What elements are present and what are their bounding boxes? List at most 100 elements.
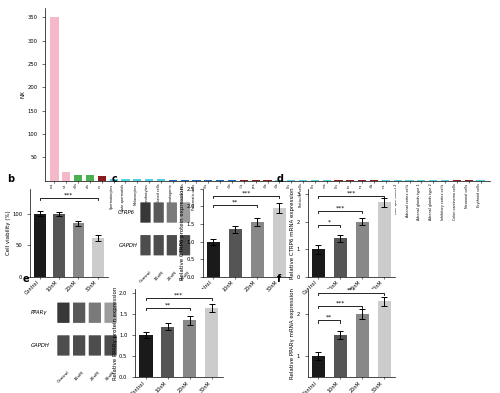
Bar <box>252 180 260 181</box>
Bar <box>72 223 84 277</box>
Text: b: b <box>7 174 14 184</box>
Bar <box>205 308 218 377</box>
Bar <box>157 179 165 181</box>
Bar <box>356 222 369 277</box>
FancyBboxPatch shape <box>140 235 150 255</box>
Y-axis label: Relative PPARγ protein expression: Relative PPARγ protein expression <box>112 286 117 380</box>
Bar <box>207 242 220 277</box>
Bar <box>394 180 402 181</box>
Text: a: a <box>40 0 47 1</box>
FancyBboxPatch shape <box>73 335 86 356</box>
Text: c: c <box>112 174 117 184</box>
Text: *: * <box>328 219 331 224</box>
Bar <box>452 180 461 181</box>
Bar <box>476 180 484 181</box>
FancyBboxPatch shape <box>154 202 164 223</box>
Bar <box>229 229 242 277</box>
Bar <box>312 356 325 393</box>
Bar <box>86 175 94 181</box>
FancyBboxPatch shape <box>180 235 190 255</box>
Bar <box>370 180 378 181</box>
Text: f: f <box>277 274 281 285</box>
Y-axis label: Cell viability (%): Cell viability (%) <box>6 211 11 255</box>
FancyBboxPatch shape <box>140 202 150 223</box>
Bar <box>250 222 264 277</box>
Text: GAPDH: GAPDH <box>118 243 137 248</box>
FancyBboxPatch shape <box>104 335 117 356</box>
Bar <box>358 180 366 181</box>
Bar <box>322 180 331 181</box>
Bar <box>145 179 154 181</box>
Bar <box>204 180 212 181</box>
Text: 30nM: 30nM <box>105 370 116 382</box>
Bar <box>334 239 347 277</box>
Text: 20nM: 20nM <box>89 370 101 382</box>
Bar <box>464 180 473 181</box>
Y-axis label: NX: NX <box>21 90 26 98</box>
Text: PPARγ: PPARγ <box>31 310 48 315</box>
Text: 10nM: 10nM <box>153 270 164 281</box>
Text: ***: *** <box>346 288 356 293</box>
Bar <box>183 320 196 377</box>
Bar <box>334 180 342 181</box>
Bar <box>180 180 189 181</box>
Text: ***: *** <box>64 193 74 198</box>
Text: **: ** <box>164 302 171 307</box>
Text: GAPDH: GAPDH <box>31 343 50 348</box>
FancyBboxPatch shape <box>73 303 86 323</box>
Bar <box>240 180 248 181</box>
FancyBboxPatch shape <box>88 335 101 356</box>
Bar <box>312 250 325 277</box>
Bar <box>50 17 58 181</box>
Bar <box>140 335 152 377</box>
Bar <box>299 180 307 181</box>
Bar <box>133 179 141 181</box>
Bar <box>417 180 426 181</box>
Bar <box>287 180 296 181</box>
Bar <box>34 214 46 277</box>
Bar <box>356 314 369 393</box>
Bar <box>228 180 236 181</box>
Text: ***: *** <box>336 300 345 305</box>
Text: ***: *** <box>174 293 184 298</box>
Bar <box>92 238 104 277</box>
Text: 30nM: 30nM <box>180 270 190 281</box>
Bar <box>275 180 283 181</box>
Text: ***: *** <box>346 190 356 195</box>
Bar <box>378 301 390 393</box>
Y-axis label: Relative CTRP6 mRNA expression: Relative CTRP6 mRNA expression <box>290 187 295 279</box>
Bar <box>168 180 177 181</box>
Text: d: d <box>277 174 284 184</box>
Text: 10nM: 10nM <box>74 370 85 382</box>
Bar <box>62 173 70 181</box>
Bar <box>272 208 285 277</box>
Y-axis label: Relative CTRP6 protein expression: Relative CTRP6 protein expression <box>180 186 185 280</box>
Bar <box>382 180 390 181</box>
Bar <box>310 180 319 181</box>
Text: 20nM: 20nM <box>166 270 177 281</box>
Bar <box>98 176 106 181</box>
Bar <box>74 175 82 181</box>
Bar <box>346 180 354 181</box>
Bar <box>429 180 438 181</box>
Bar <box>122 179 130 181</box>
Text: Control: Control <box>56 370 70 384</box>
Text: ***: *** <box>336 205 345 210</box>
Y-axis label: Relative PPARγ mRNA expression: Relative PPARγ mRNA expression <box>290 288 295 378</box>
Text: Control: Control <box>138 270 152 284</box>
Text: **: ** <box>232 199 238 204</box>
FancyBboxPatch shape <box>166 235 177 255</box>
Bar <box>161 327 174 377</box>
FancyBboxPatch shape <box>154 235 164 255</box>
Bar <box>441 180 449 181</box>
FancyBboxPatch shape <box>58 335 70 356</box>
Bar <box>53 214 65 277</box>
Bar <box>334 335 347 393</box>
FancyBboxPatch shape <box>58 303 70 323</box>
Bar <box>264 180 272 181</box>
Bar <box>192 180 200 181</box>
Text: **: ** <box>326 315 332 320</box>
Text: ***: *** <box>242 190 251 195</box>
FancyBboxPatch shape <box>104 303 117 323</box>
Bar <box>378 202 390 277</box>
